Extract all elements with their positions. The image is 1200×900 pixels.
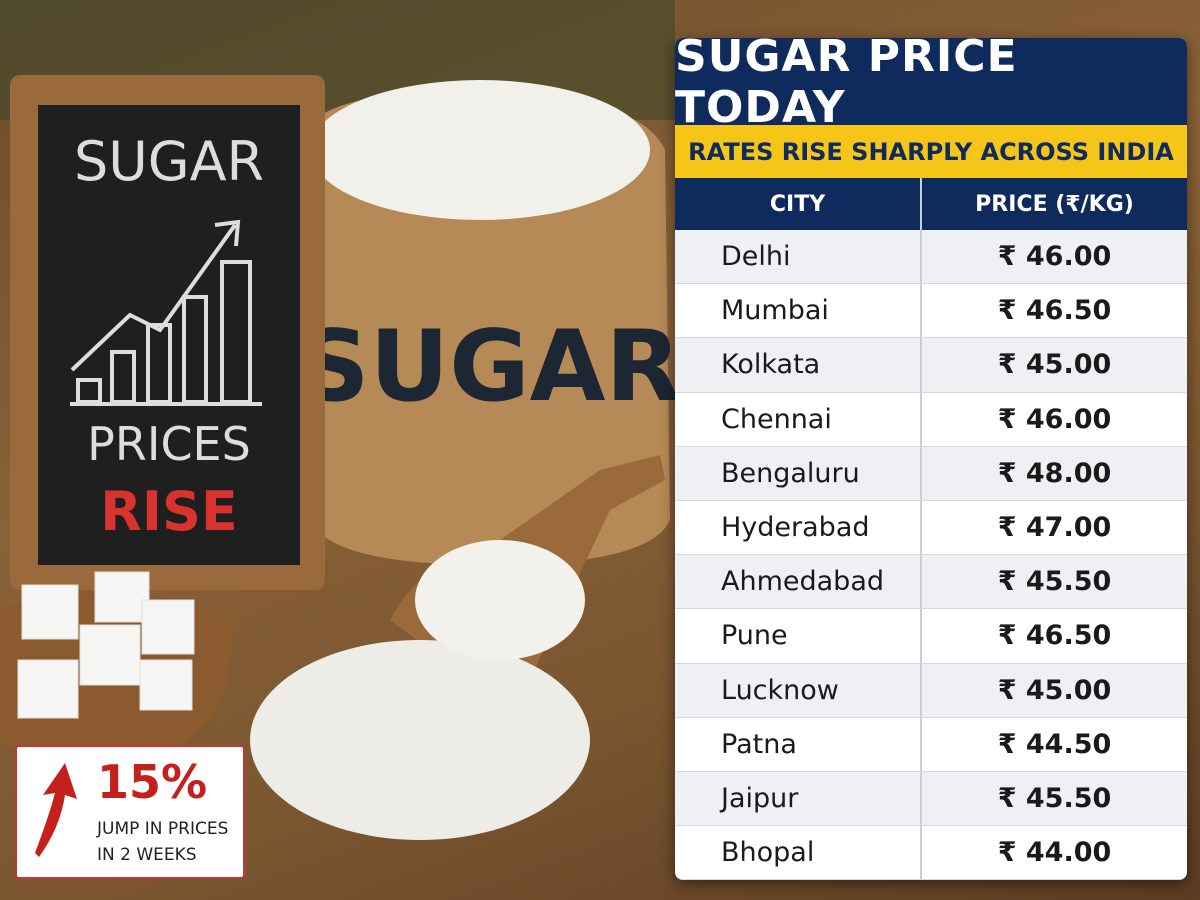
price-cell: ₹ 48.00 — [997, 457, 1112, 489]
price-cell: ₹ 46.50 — [997, 295, 1112, 327]
city-cell: Bhopal — [675, 826, 922, 880]
price-cell: ₹ 44.00 — [997, 837, 1112, 869]
table-row: Jaipur ₹ 45.50 — [675, 771, 1187, 827]
table-subtitle: RATES RISE SHARPLY ACROSS INDIA — [675, 125, 1187, 178]
table-row: Lucknow ₹ 45.00 — [675, 663, 1187, 718]
sugar-top — [310, 80, 650, 220]
chalk-text: RISE — [100, 480, 237, 543]
city-cell: Pune — [675, 609, 922, 663]
city-cell: Mumbai — [675, 284, 922, 338]
badge-text: JUMP IN PRICES — [97, 819, 229, 839]
chalk-text: PRICES — [87, 417, 251, 471]
price-cell: ₹ 45.00 — [997, 349, 1112, 381]
sack-label: SUGAR — [299, 310, 675, 424]
price-cell: ₹ 47.00 — [997, 512, 1112, 544]
chalk-chart — [70, 219, 262, 406]
table-row: Chennai ₹ 46.00 — [675, 392, 1187, 447]
city-cell: Delhi — [675, 230, 922, 284]
table-row: Ahmedabad ₹ 45.50 — [675, 555, 1187, 610]
header-cell: PRICE (₹/KG) — [975, 191, 1134, 217]
arrow-icon — [35, 763, 77, 857]
city-cell: Kolkata — [675, 338, 922, 392]
badge-value: 15% — [97, 755, 208, 809]
table-row: Hyderabad ₹ 47.00 — [675, 500, 1187, 556]
price-cell: ₹ 45.50 — [997, 566, 1112, 598]
city-cell: Ahmedabad — [675, 555, 922, 609]
price-table: SUGAR PRICE TODAY RATES RISE SHARPLY ACR… — [675, 38, 1187, 880]
chalk-text: SUGAR — [74, 130, 264, 193]
sugar-cubes — [17, 571, 195, 719]
header-cell: CITY — [675, 178, 922, 230]
badge-text: IN 2 WEEKS — [97, 845, 197, 865]
illustration: SUGAR SUGAR PRICES RISE — [0, 0, 675, 840]
badge: 15% JUMP IN PRICES IN 2 WEEKS — [15, 745, 245, 879]
price-cell: ₹ 46.00 — [997, 241, 1112, 273]
sugar-scoop — [415, 540, 585, 660]
city-cell: Bengaluru — [675, 446, 922, 500]
table-row: Mumbai ₹ 46.50 — [675, 284, 1187, 339]
price-cell: ₹ 45.50 — [997, 782, 1112, 814]
city-cell: Lucknow — [675, 663, 922, 717]
table-row: Patna ₹ 44.50 — [675, 717, 1187, 772]
city-cell: Chennai — [675, 392, 922, 446]
table-row: Bhopal ₹ 44.00 — [675, 826, 1187, 880]
table-body: Delhi ₹ 46.00 Mumbai ₹ 46.50 Kolkata ₹ 45.00 C… — [675, 230, 1187, 880]
city-cell: Hyderabad — [675, 500, 922, 555]
price-cell: ₹ 46.00 — [997, 403, 1112, 435]
price-cell: ₹ 45.00 — [997, 674, 1112, 706]
table-row: Delhi ₹ 46.00 — [675, 230, 1187, 285]
price-cell: ₹ 44.50 — [997, 728, 1112, 760]
header-row: CITY PRICE (₹/KG) — [675, 178, 1187, 230]
table-title: SUGAR PRICE TODAY — [675, 38, 1187, 133]
table-row: Pune ₹ 46.50 — [675, 609, 1187, 664]
city-cell: Jaipur — [675, 771, 922, 826]
price-cell: ₹ 46.50 — [997, 620, 1112, 652]
table-row: Kolkata ₹ 45.00 — [675, 338, 1187, 393]
sugar-pile — [250, 640, 590, 840]
table-row: Bengaluru ₹ 48.00 — [675, 446, 1187, 501]
city-cell: Patna — [675, 717, 922, 771]
